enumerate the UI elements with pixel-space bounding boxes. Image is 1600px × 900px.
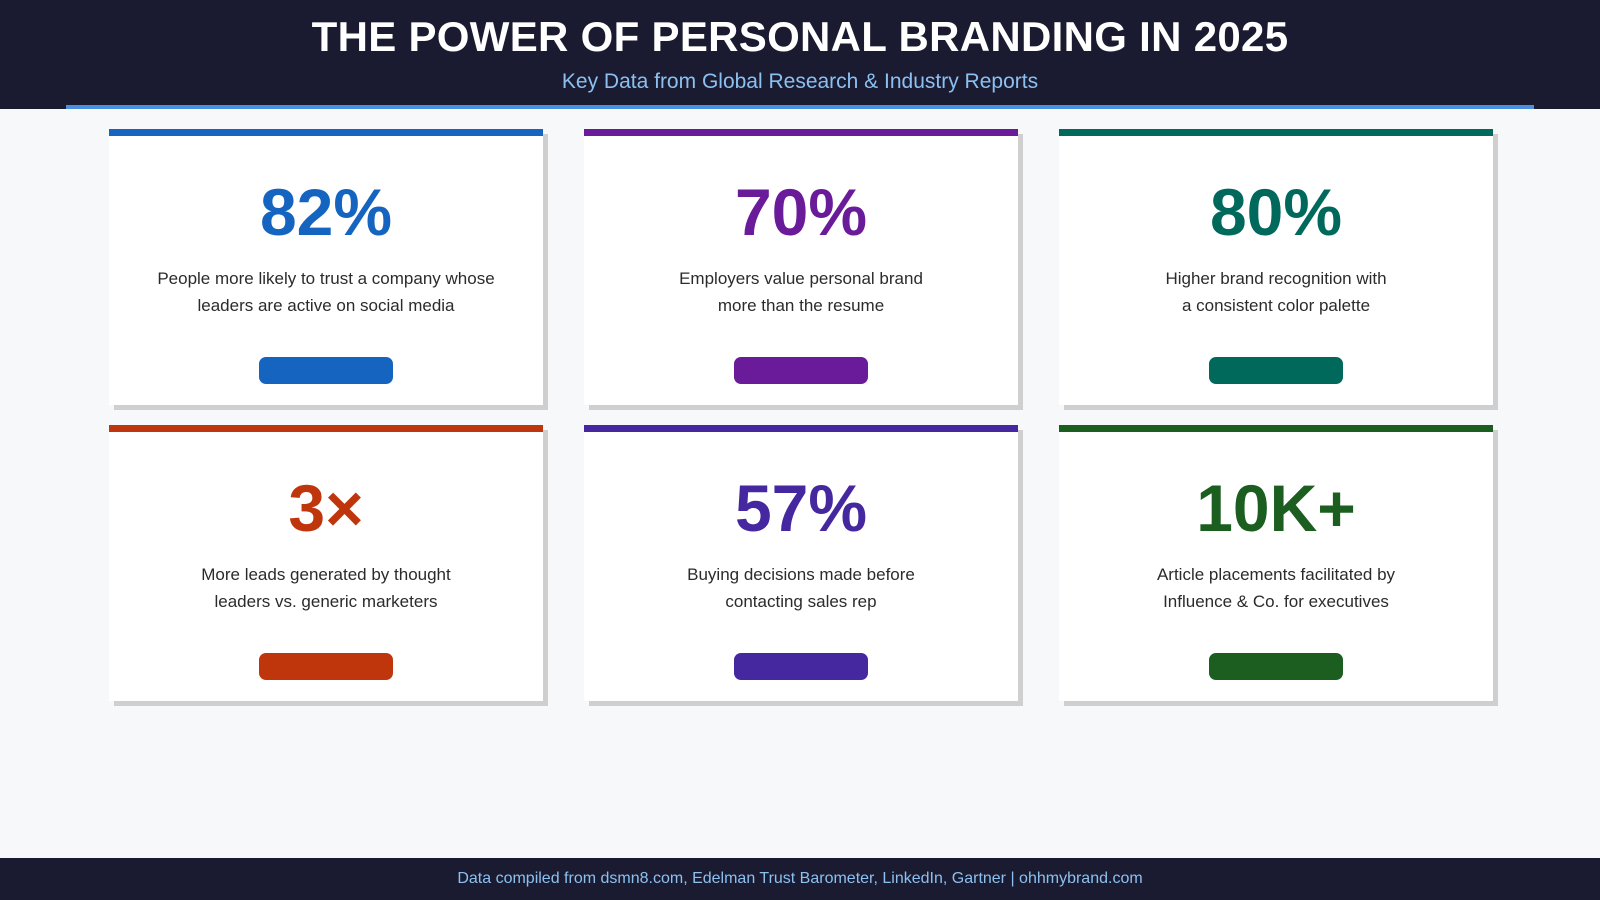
card-accent-bar xyxy=(1059,425,1493,432)
stat-description-line: more than the resume xyxy=(717,296,885,315)
stat-value: 80% xyxy=(1209,175,1343,249)
stat-card-leads: 3× More leads generated by thought leade… xyxy=(109,425,543,701)
stat-card-trust: 82% People more likely to trust a compan… xyxy=(109,129,543,405)
stat-description: More leads generated by thought leaders … xyxy=(139,561,513,615)
stat-description: Article placements facilitated by Influe… xyxy=(1089,561,1463,615)
stat-description: Higher brand recognition with a consiste… xyxy=(1089,265,1463,319)
stat-card-employers: 70% Employers value personal brand more … xyxy=(584,129,1018,405)
source-badge xyxy=(1209,653,1343,680)
card-accent-bar xyxy=(584,129,1018,136)
stat-value: 70% xyxy=(734,175,868,249)
stat-description-line: Influence & Co. for executives xyxy=(1163,592,1389,611)
stat-card-buying: 57% Buying decisions made before contact… xyxy=(584,425,1018,701)
stat-value: 10K+ xyxy=(1196,471,1356,545)
stat-card-recognition: 80% Higher brand recognition with a cons… xyxy=(1059,129,1493,405)
stat-value: 57% xyxy=(734,471,868,545)
stat-card-articles: 10K+ Article placements facilitated by I… xyxy=(1059,425,1493,701)
source-badge xyxy=(1209,357,1343,384)
footer-sources: Data compiled from dsmn8.com, Edelman Tr… xyxy=(0,858,1600,900)
stat-description-line: leaders vs. generic marketers xyxy=(214,592,438,611)
stat-description-line: More leads generated by thought xyxy=(201,565,451,584)
source-badge xyxy=(259,653,393,680)
source-badge xyxy=(734,357,868,384)
stat-value: 3× xyxy=(288,471,364,545)
stat-description-line: People more likely to trust a company wh… xyxy=(157,269,495,288)
stat-description-line: Article placements facilitated by xyxy=(1156,565,1396,584)
stat-description: People more likely to trust a company wh… xyxy=(139,265,513,319)
header: THE POWER OF PERSONAL BRANDING IN 2025 K… xyxy=(0,0,1600,109)
stat-description-line: leaders are active on social media xyxy=(197,296,455,315)
stat-description-line: a consistent color palette xyxy=(1181,296,1371,315)
stat-description-line: Employers value personal brand xyxy=(679,269,923,288)
stat-description: Buying decisions made before contacting … xyxy=(614,561,988,615)
stat-description-line: Higher brand recognition with xyxy=(1165,269,1387,288)
card-accent-bar xyxy=(584,425,1018,432)
header-divider xyxy=(66,105,1534,109)
card-accent-bar xyxy=(109,425,543,432)
stat-description-line: contacting sales rep xyxy=(725,592,877,611)
stat-description: Employers value personal brand more than… xyxy=(614,265,988,319)
source-badge xyxy=(734,653,868,680)
card-accent-bar xyxy=(109,129,543,136)
stat-value: 82% xyxy=(259,175,393,249)
page-title: THE POWER OF PERSONAL BRANDING IN 2025 xyxy=(311,13,1289,60)
card-accent-bar xyxy=(1059,129,1493,136)
page-subtitle: Key Data from Global Research & Industry… xyxy=(561,70,1039,93)
source-badge xyxy=(259,357,393,384)
stat-description-line: Buying decisions made before xyxy=(687,565,915,584)
